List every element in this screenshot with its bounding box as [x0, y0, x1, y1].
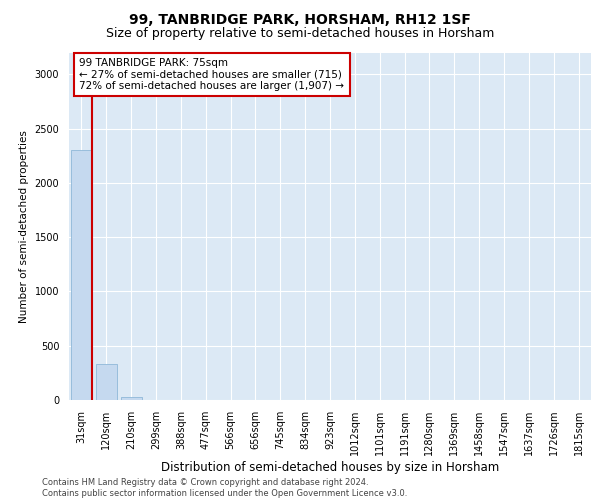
Y-axis label: Number of semi-detached properties: Number of semi-detached properties — [19, 130, 29, 322]
X-axis label: Distribution of semi-detached houses by size in Horsham: Distribution of semi-detached houses by … — [161, 461, 499, 474]
Text: Size of property relative to semi-detached houses in Horsham: Size of property relative to semi-detach… — [106, 28, 494, 40]
Text: 99, TANBRIDGE PARK, HORSHAM, RH12 1SF: 99, TANBRIDGE PARK, HORSHAM, RH12 1SF — [129, 12, 471, 26]
Bar — [96, 364, 117, 400]
Bar — [71, 150, 92, 400]
Bar — [121, 396, 142, 400]
Text: Contains HM Land Registry data © Crown copyright and database right 2024.
Contai: Contains HM Land Registry data © Crown c… — [42, 478, 407, 498]
Text: 99 TANBRIDGE PARK: 75sqm
← 27% of semi-detached houses are smaller (715)
72% of : 99 TANBRIDGE PARK: 75sqm ← 27% of semi-d… — [79, 58, 344, 91]
